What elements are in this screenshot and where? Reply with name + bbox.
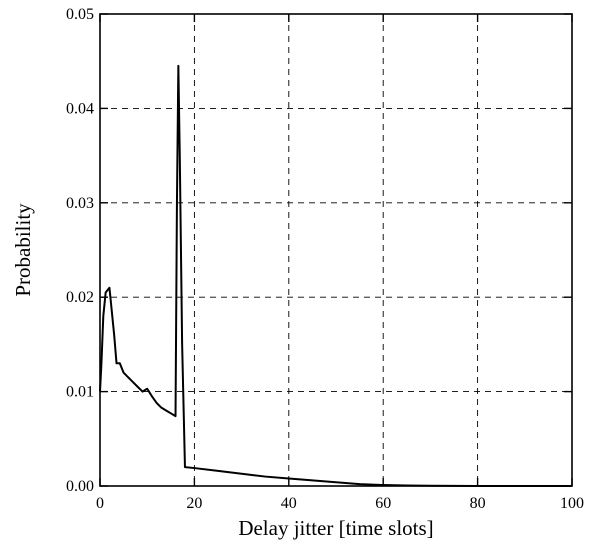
y-tick-label: 0.05 [66,6,94,23]
y-tick-label: 0.01 [66,384,94,401]
series-layer [99,64,572,487]
x-tick-label: 20 [186,495,202,512]
y-tick-label: 0.02 [66,289,94,306]
plot-frame [99,13,573,487]
gridlines [100,14,572,486]
y-axis-label: Probability [11,203,35,297]
y-tick-label: 0.03 [66,195,94,212]
x-tick-label: 60 [375,495,391,512]
x-tick-label: 100 [560,495,584,512]
y-tick-label: 0.04 [66,100,94,117]
ticks: 0 20 40 60 80 100 0.00 0.01 0.02 0.03 0.04 0.05 [66,6,584,512]
x-tick-label: 80 [470,495,486,512]
x-axis-label: Delay jitter [time slots] [238,516,433,540]
x-tick-label: 0 [96,495,104,512]
series-line [99,64,572,487]
y-tick-label: 0.00 [66,478,94,495]
x-tick-label: 40 [281,495,297,512]
